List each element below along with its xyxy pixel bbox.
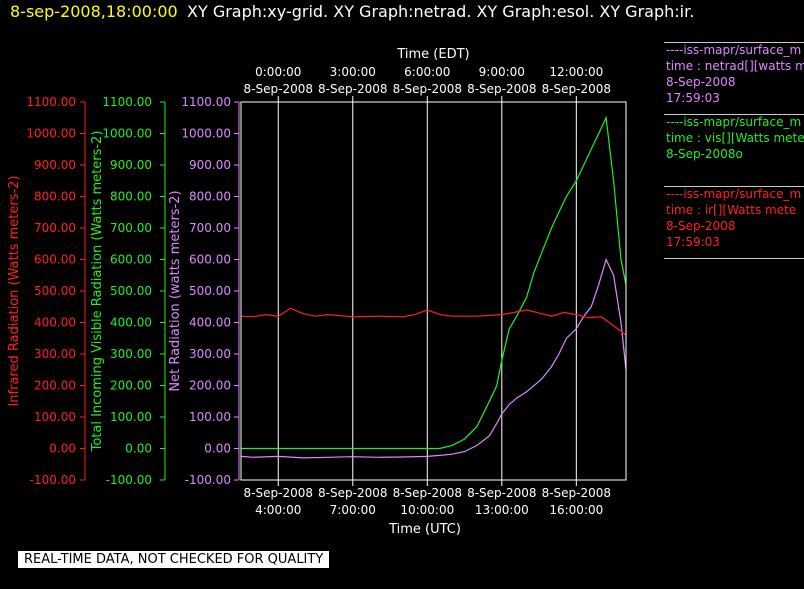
y-tick-label: -100.00 bbox=[106, 473, 152, 487]
header-date: 8-sep-2008,18:00:00 bbox=[10, 2, 178, 21]
y-axis-title: Total Incoming Visible Radiation (Watts … bbox=[90, 131, 105, 453]
bottom-tick-date: 8-Sep-2008 bbox=[244, 486, 313, 500]
y-tick-label: 1000.00 bbox=[26, 127, 76, 141]
y-tick-label: 400.00 bbox=[189, 316, 231, 330]
bottom-tick-date: 8-Sep-2008 bbox=[393, 486, 462, 500]
bottom-tick-date: 8-Sep-2008 bbox=[318, 486, 387, 500]
top-tick-time: 12:00:00 bbox=[549, 65, 603, 79]
y-tick-label: 1000.00 bbox=[181, 127, 231, 141]
legend-variable: time : vis[][Watts mete bbox=[666, 131, 804, 145]
legend-separator bbox=[664, 186, 804, 187]
y-tick-label: 200.00 bbox=[189, 379, 231, 393]
bottom-tick-time: 7:00:00 bbox=[330, 503, 376, 517]
y-tick-label: 700.00 bbox=[189, 221, 231, 235]
bottom-tick-date: 8-Sep-2008 bbox=[467, 486, 536, 500]
y-tick-label: 1100.00 bbox=[181, 95, 231, 109]
legend-source: ----iss-mapr/surface_m bbox=[666, 115, 802, 129]
y-tick-label: 100.00 bbox=[189, 410, 231, 424]
bottom-axis-title: Time (UTC) bbox=[388, 522, 461, 537]
y-tick-label: 800.00 bbox=[189, 190, 231, 204]
top-tick-date: 8-Sep-2008 bbox=[318, 82, 387, 96]
top-axis-title: Time (EDT) bbox=[396, 47, 469, 62]
y-tick-label: 600.00 bbox=[110, 253, 152, 267]
top-tick-date: 8-Sep-2008 bbox=[244, 82, 313, 96]
y-tick-label: -100.00 bbox=[30, 473, 76, 487]
y-tick-label: 1000.00 bbox=[102, 127, 152, 141]
y-tick-label: 900.00 bbox=[110, 158, 152, 172]
header-graph-titles: XY Graph:xy-grid. XY Graph:netrad. XY Gr… bbox=[187, 2, 695, 21]
bottom-tick-time: 16:00:00 bbox=[549, 503, 603, 517]
y-tick-label: 700.00 bbox=[110, 221, 152, 235]
y-tick-label: 700.00 bbox=[34, 221, 76, 235]
legend-separator bbox=[664, 114, 804, 115]
legend-separator bbox=[664, 258, 804, 259]
top-tick-date: 8-Sep-2008 bbox=[467, 82, 536, 96]
series-line-0 bbox=[240, 257, 627, 459]
top-tick-time: 3:00:00 bbox=[330, 65, 376, 79]
y-tick-label: 600.00 bbox=[189, 253, 231, 267]
y-tick-label: 200.00 bbox=[110, 379, 152, 393]
y-axis-title: Infrared Radiation (Watts meters-2) bbox=[7, 175, 22, 406]
legend-time: 17:59:03 bbox=[666, 91, 720, 105]
plot-frame bbox=[240, 101, 627, 481]
top-tick-time: 6:00:00 bbox=[404, 65, 450, 79]
y-tick-label: 500.00 bbox=[34, 284, 76, 298]
legend-separator bbox=[664, 42, 804, 43]
y-tick-label: 100.00 bbox=[110, 410, 152, 424]
top-tick-time: 0:00:00 bbox=[255, 65, 301, 79]
legend-source: ----iss-mapr/surface_m bbox=[666, 43, 802, 57]
y-tick-label: 1100.00 bbox=[102, 95, 152, 109]
legend-variable: time : ir[][Watts mete bbox=[666, 203, 797, 217]
legend-date: 8-Sep-2008 bbox=[666, 219, 736, 233]
y-tick-label: 400.00 bbox=[110, 316, 152, 330]
legend-source: ----iss-mapr/surface_m bbox=[666, 187, 802, 201]
series-line-1 bbox=[241, 115, 627, 450]
series-lines bbox=[240, 115, 627, 459]
top-tick-date: 8-Sep-2008 bbox=[542, 82, 611, 96]
y-tick-label: 500.00 bbox=[189, 284, 231, 298]
y-tick-label: 600.00 bbox=[34, 253, 76, 267]
y-tick-label: 300.00 bbox=[110, 347, 152, 361]
bottom-tick-date: 8-Sep-2008 bbox=[542, 486, 611, 500]
y-tick-label: 0.00 bbox=[49, 442, 76, 456]
y-tick-label: 100.00 bbox=[34, 410, 76, 424]
legend-entry-netrad: ----iss-mapr/surface_m time : netrad[][w… bbox=[666, 42, 804, 106]
y-tick-label: 200.00 bbox=[34, 379, 76, 393]
y-axes: -100.00 0.00 100.00 200.00 300.00 400.00 500.0… bbox=[7, 95, 240, 487]
bottom-tick-time: 10:00:00 bbox=[400, 503, 454, 517]
y-axis-title: Net Radiation (watts meters-2) bbox=[168, 190, 183, 391]
y-tick-label: 0.00 bbox=[125, 442, 152, 456]
quality-disclaimer: REAL-TIME DATA, NOT CHECKED FOR QUALITY bbox=[18, 551, 330, 568]
legend-date: 8-Sep-2008 bbox=[666, 75, 736, 89]
y-tick-label: 300.00 bbox=[34, 347, 76, 361]
plot-border bbox=[240, 101, 627, 481]
legend-entry-ir: ----iss-mapr/surface_m time : ir[][Watts… bbox=[666, 186, 801, 250]
grid-lines bbox=[277, 102, 577, 480]
x-axes: Time (EDT) 0:00:00 8-Sep-2008 3:00:00 8-Sep-… bbox=[244, 47, 612, 537]
y-tick-label: 800.00 bbox=[34, 190, 76, 204]
bottom-tick-time: 4:00:00 bbox=[255, 503, 301, 517]
y-tick-label: 400.00 bbox=[34, 316, 76, 330]
bottom-tick-time: 13:00:00 bbox=[475, 503, 529, 517]
series-line-2 bbox=[240, 307, 627, 336]
legend-variable: time : netrad[][watts m bbox=[666, 59, 804, 73]
y-tick-label: 1100.00 bbox=[26, 95, 76, 109]
legend-date: 8-Sep-2008o bbox=[666, 147, 743, 161]
y-tick-label: 0.00 bbox=[204, 442, 231, 456]
y-tick-label: 800.00 bbox=[110, 190, 152, 204]
top-tick-date: 8-Sep-2008 bbox=[393, 82, 462, 96]
y-tick-label: 900.00 bbox=[189, 158, 231, 172]
y-tick-label: -100.00 bbox=[185, 473, 231, 487]
legend-time: 17:59:03 bbox=[666, 235, 720, 249]
top-tick-time: 9:00:00 bbox=[479, 65, 525, 79]
legend-entry-vis: ----iss-mapr/surface_m time : vis[][Watt… bbox=[666, 114, 804, 162]
y-tick-label: 300.00 bbox=[189, 347, 231, 361]
y-tick-label: 900.00 bbox=[34, 158, 76, 172]
y-tick-label: 500.00 bbox=[110, 284, 152, 298]
